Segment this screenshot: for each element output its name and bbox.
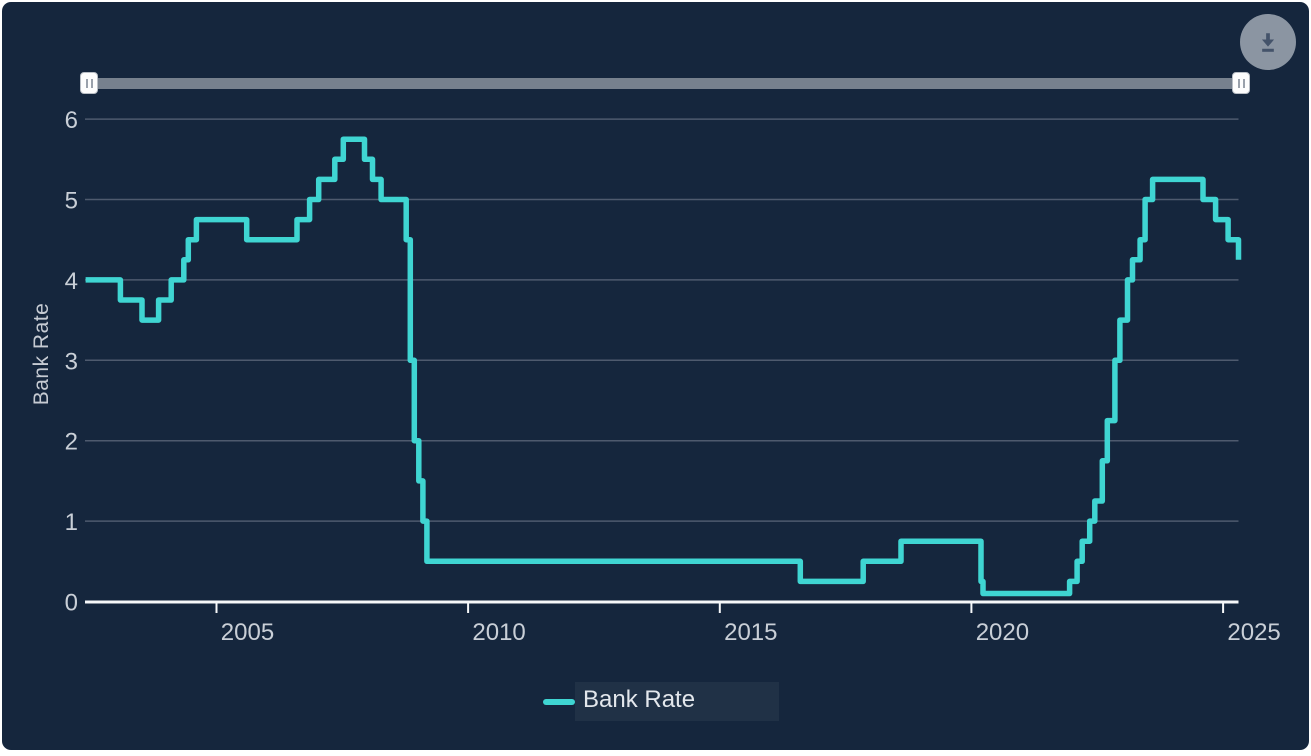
y-axis-tick-label: 0 [65, 590, 78, 617]
x-axis-tick-label: 2010 [472, 619, 525, 646]
bank-rate-line [85, 136, 1242, 597]
legend-line-swatch [543, 698, 575, 705]
download-button[interactable] [1240, 14, 1296, 70]
x-axis-tick-label: 2005 [221, 619, 274, 646]
download-icon [1261, 33, 1275, 52]
grip-icon [1242, 78, 1245, 88]
y-axis-tick-label: 5 [65, 188, 78, 215]
y-axis-tick-label: 1 [65, 509, 78, 536]
x-axis-tick-label: 2015 [724, 619, 777, 646]
grip-icon [85, 78, 88, 88]
y-axis-tick-label: 6 [65, 107, 78, 134]
legend-item-bank-rate[interactable]: Bank Rate [543, 682, 780, 721]
y-axis-tick-label: 3 [65, 348, 78, 375]
range-slider-track[interactable] [87, 78, 1243, 89]
range-slider-right-handle[interactable] [1232, 72, 1250, 94]
range-slider-left-handle[interactable] [80, 72, 98, 94]
x-axis-tick-label: 2025 [1227, 619, 1280, 646]
y-axis-title: Bank Rate [30, 302, 53, 406]
x-axis-tick-label: 2020 [976, 619, 1029, 646]
y-axis-tick-label: 4 [65, 268, 78, 295]
legend-label: Bank Rate [575, 682, 780, 721]
grip-icon [1237, 78, 1240, 88]
y-axis-tick-label: 2 [65, 429, 78, 456]
grip-icon [90, 78, 93, 88]
